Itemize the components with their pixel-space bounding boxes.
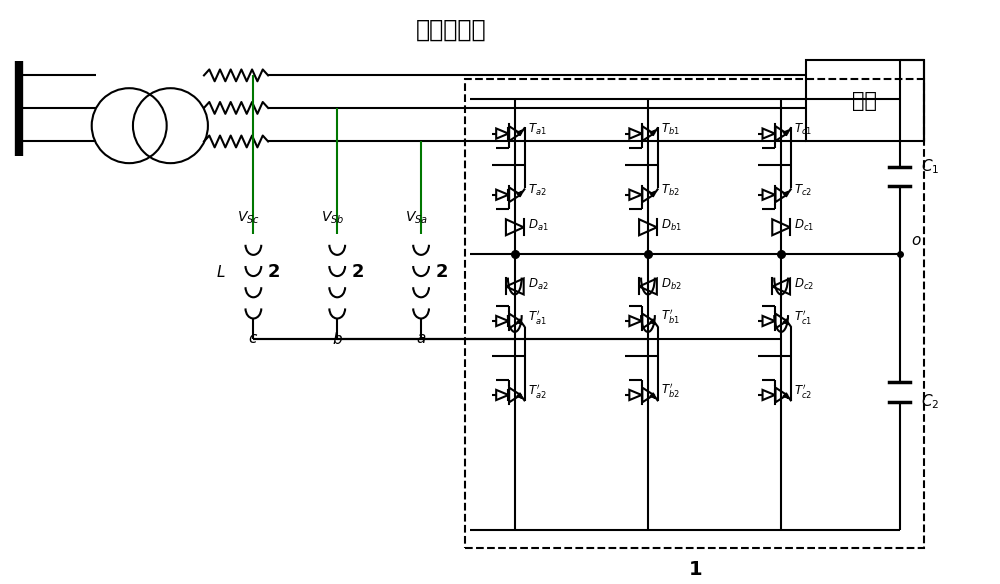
Text: $T_{b1}^{\prime}$: $T_{b1}^{\prime}$ [661, 308, 680, 326]
Text: $T_{c1}^{\prime}$: $T_{c1}^{\prime}$ [794, 308, 813, 326]
Text: $D_{a1}$: $D_{a1}$ [528, 218, 548, 233]
Text: $T_{c2}^{\prime}$: $T_{c2}^{\prime}$ [794, 382, 813, 400]
Text: $o$: $o$ [911, 233, 922, 248]
Text: $V_{Sc}$: $V_{Sc}$ [237, 210, 260, 226]
Text: $D_{c1}$: $D_{c1}$ [794, 218, 814, 233]
Text: 负载: 负载 [852, 91, 877, 110]
Text: $T_{b2}^{\prime}$: $T_{b2}^{\prime}$ [661, 382, 680, 400]
Text: $T_{a1}^{\prime}$: $T_{a1}^{\prime}$ [528, 308, 547, 326]
Text: $D_{b1}$: $D_{b1}$ [661, 218, 682, 233]
Text: $C_2$: $C_2$ [921, 392, 940, 411]
FancyBboxPatch shape [806, 60, 924, 141]
Text: $\mathbf{2}$: $\mathbf{2}$ [351, 263, 364, 281]
Text: $T_{c1}$: $T_{c1}$ [794, 122, 813, 137]
Text: $b$: $b$ [332, 331, 343, 347]
Text: $T_{b1}$: $T_{b1}$ [661, 122, 680, 137]
Text: $\mathbf{2}$: $\mathbf{2}$ [267, 263, 280, 281]
Text: $T_{a1}$: $T_{a1}$ [528, 122, 547, 137]
Text: $T_{b2}$: $T_{b2}$ [661, 183, 680, 199]
Text: $D_{b2}$: $D_{b2}$ [661, 277, 681, 292]
Text: $V_{Sb}$: $V_{Sb}$ [321, 210, 344, 226]
Text: 中高压电网: 中高压电网 [415, 18, 486, 42]
Text: $\mathbf{1}$: $\mathbf{1}$ [688, 559, 702, 579]
Text: $\mathbf{2}$: $\mathbf{2}$ [435, 263, 448, 281]
Text: $C_1$: $C_1$ [921, 157, 940, 176]
Text: $L$: $L$ [216, 263, 226, 280]
Text: $a$: $a$ [416, 331, 426, 346]
Text: $T_{a2}^{\prime}$: $T_{a2}^{\prime}$ [528, 382, 547, 400]
Text: $T_{a2}$: $T_{a2}$ [528, 183, 547, 199]
Text: $D_{c2}$: $D_{c2}$ [794, 277, 814, 292]
Text: $V_{Sa}$: $V_{Sa}$ [405, 210, 428, 226]
Text: $D_{a2}$: $D_{a2}$ [528, 277, 548, 292]
Text: $T_{c2}$: $T_{c2}$ [794, 183, 813, 199]
Text: $c$: $c$ [248, 331, 258, 346]
